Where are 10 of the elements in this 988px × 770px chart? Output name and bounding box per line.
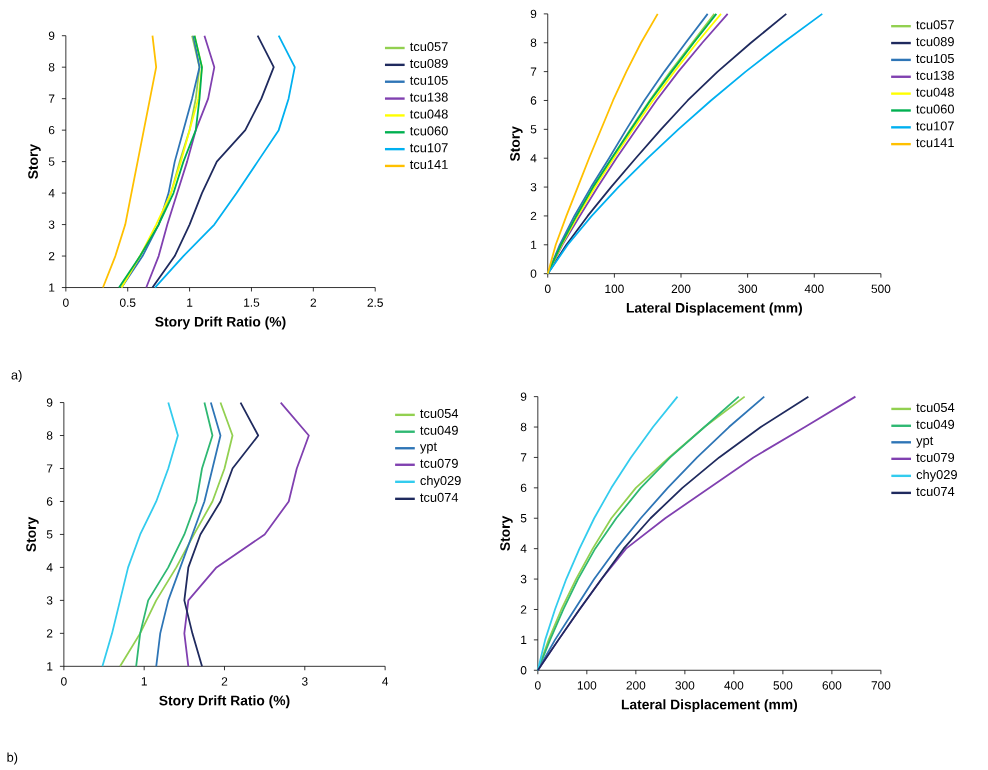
line-series [183,401,260,667]
line-series [183,401,310,667]
line-series [135,401,214,667]
line-series [101,401,179,667]
line-series [155,401,222,667]
line-series [151,34,275,288]
line-series [154,34,296,288]
line-series [102,34,158,288]
line-series [145,34,216,288]
line-series [119,401,234,667]
